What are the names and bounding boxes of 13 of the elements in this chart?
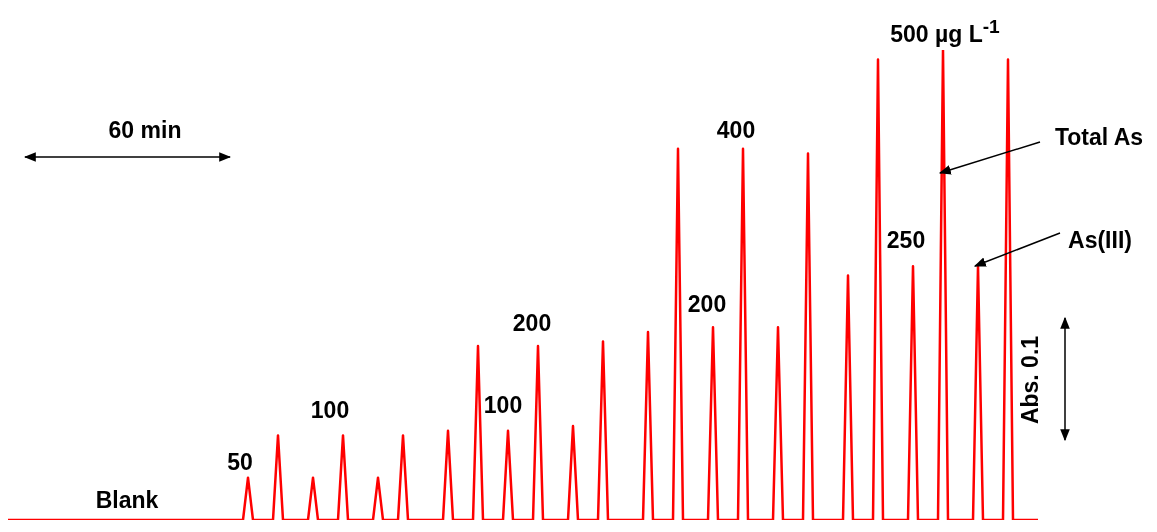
text: 500 µg L$^{-1}$ [890,16,1000,48]
annotation: Blank [95,486,159,514]
text: Total As [1054,123,1144,151]
annotation: 250 [886,226,926,254]
annotation: 50 [227,448,253,476]
text: As(III) [1068,226,1132,254]
annotation: 100 [310,396,350,424]
annotation: 60 min [108,116,182,144]
annotation: 200 [687,290,727,318]
annotation: Abs. 0.1 [1016,335,1044,425]
annotation: 400 [716,116,756,144]
annotation: 100 [483,391,523,419]
annotation: 200 [512,309,552,337]
